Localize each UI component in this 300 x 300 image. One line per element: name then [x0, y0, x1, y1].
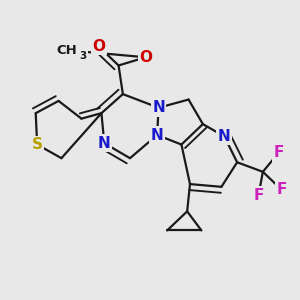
Text: N: N: [218, 129, 231, 144]
Text: O: O: [92, 39, 105, 54]
Text: O: O: [139, 50, 152, 65]
Text: S: S: [32, 137, 43, 152]
Text: F: F: [254, 188, 264, 202]
Text: 3: 3: [79, 51, 86, 61]
Text: N: N: [151, 128, 164, 142]
Text: N: N: [152, 100, 165, 115]
Text: F: F: [273, 145, 284, 160]
Text: N: N: [98, 136, 111, 151]
Text: CH: CH: [57, 44, 77, 57]
Text: F: F: [276, 182, 286, 197]
